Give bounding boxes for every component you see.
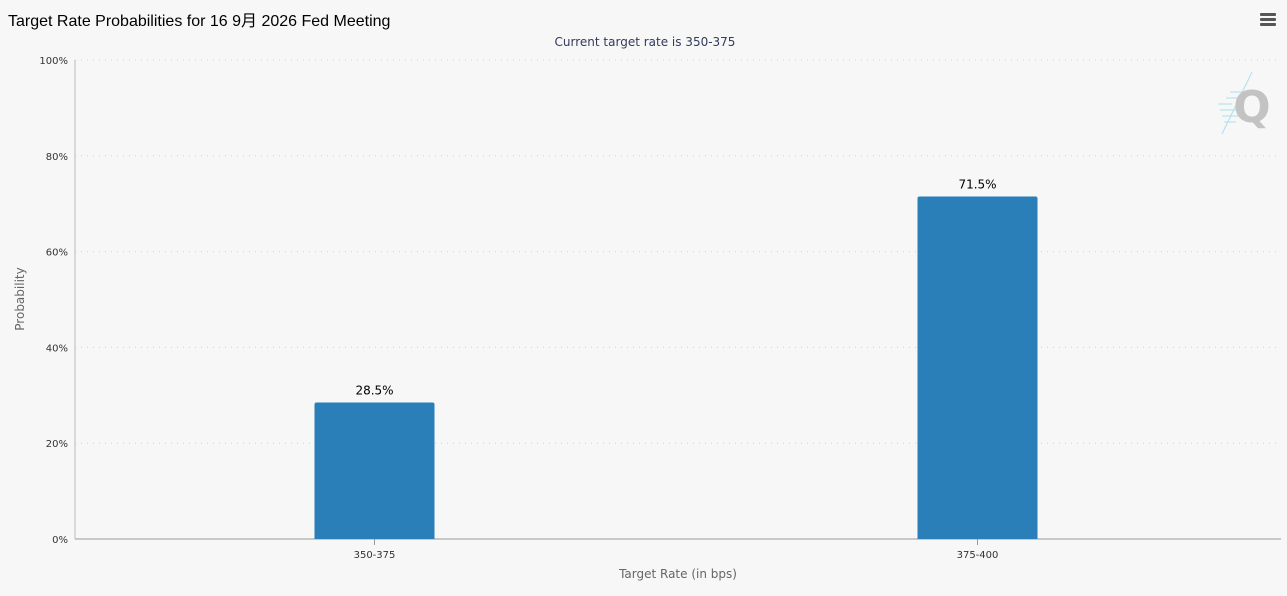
chart-subtitle: Current target rate is 350-375	[555, 35, 736, 49]
grid-lines	[75, 59, 1281, 444]
x-axis-title: Target Rate (in bps)	[618, 567, 737, 581]
watermark-letter: Q	[1233, 82, 1270, 133]
bar-data-label: 28.5%	[355, 383, 393, 397]
x-axis-ticks: 350-375 375-400	[354, 539, 999, 561]
bar[interactable]	[314, 402, 435, 539]
x-tick-label: 350-375	[354, 550, 396, 561]
y-axis-title: Probability	[13, 267, 27, 330]
y-tick-label: 100%	[39, 56, 68, 67]
bar[interactable]	[917, 196, 1038, 539]
y-tick-label: 40%	[46, 343, 68, 354]
y-tick-label: 20%	[46, 439, 68, 450]
x-tick-label: 375-400	[957, 550, 999, 561]
chart-title: Target Rate Probabilities for 16 9月 2026…	[8, 13, 391, 30]
y-axis-ticks: 0% 20% 40% 60% 80% 100%	[39, 56, 68, 546]
y-tick-label: 80%	[46, 152, 68, 163]
bar-data-label: 71.5%	[958, 178, 996, 192]
y-tick-label: 0%	[52, 535, 68, 546]
bars: 28.5% 71.5%	[314, 178, 1038, 539]
hamburger-menu-icon[interactable]	[1258, 12, 1278, 28]
y-tick-label: 60%	[46, 248, 68, 259]
watermark-logo: Q	[1218, 71, 1271, 135]
